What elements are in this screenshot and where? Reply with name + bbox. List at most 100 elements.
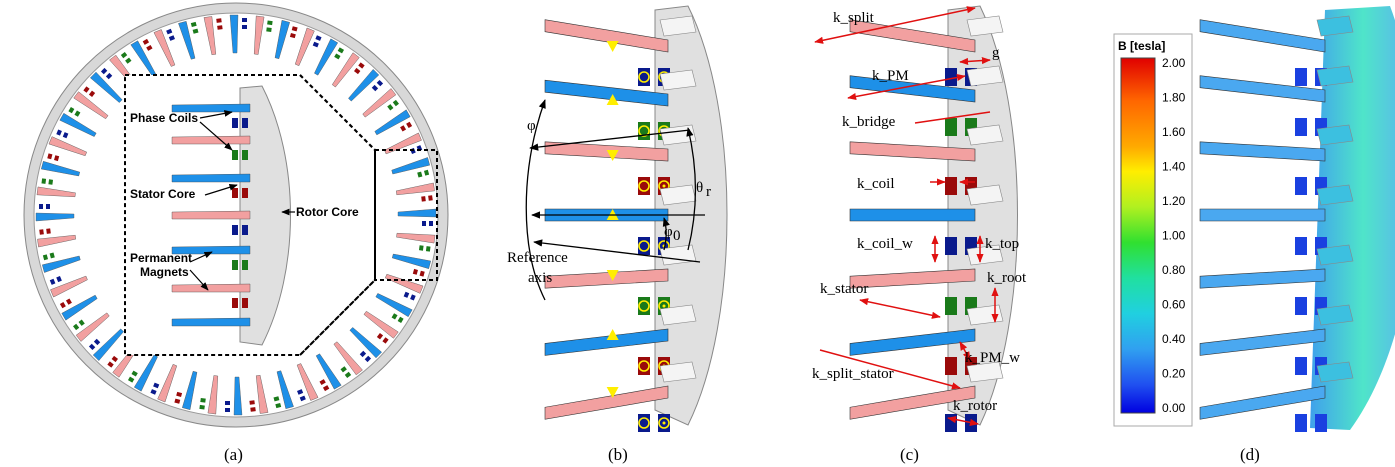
ring-slot <box>41 153 81 177</box>
ring-slot <box>150 364 178 403</box>
ring-coil <box>250 407 256 412</box>
ring-coil <box>150 389 157 395</box>
ring-coil <box>225 408 230 412</box>
zoom-source-box <box>374 149 438 281</box>
ring-coil <box>46 204 50 209</box>
ring-slot <box>273 370 294 409</box>
label-rotor-core: Rotor Core <box>296 205 359 219</box>
ring-magnet <box>36 186 76 198</box>
ring-coil <box>48 179 54 185</box>
ring-magnet <box>274 20 290 60</box>
ring-magnet <box>396 182 435 196</box>
ring-coil <box>192 28 199 34</box>
ring-coil <box>364 355 372 363</box>
ring-slot <box>363 310 399 344</box>
ring-slot <box>59 294 98 321</box>
ring-slot <box>348 69 384 102</box>
sector-b <box>544 15 697 432</box>
ring-coil <box>397 316 404 324</box>
ring-coil <box>315 35 322 41</box>
ring-coil <box>382 337 389 344</box>
sector-magnet <box>1199 141 1326 162</box>
ring-coil <box>406 121 413 129</box>
ring-coil <box>371 84 379 92</box>
ring-magnet <box>178 21 196 60</box>
ring-coil <box>100 67 108 75</box>
colorbar-gradient <box>1120 57 1156 414</box>
ring-magnet <box>229 14 239 54</box>
sector-coil <box>1315 414 1327 432</box>
sector-tooth <box>966 65 1004 87</box>
sector-magnet <box>544 385 669 420</box>
label-magnets: Magnets <box>140 265 189 279</box>
ring-coil <box>289 33 296 39</box>
label-permanent: Permanent <box>130 251 192 265</box>
ring-magnet <box>48 136 87 157</box>
ring-magnet <box>294 27 315 66</box>
coil-marker <box>638 180 650 192</box>
ring-magnet <box>374 109 411 136</box>
sector-magnet <box>849 328 976 356</box>
ring-slot <box>253 15 273 55</box>
sector-d <box>1199 15 1354 432</box>
ring-coil <box>105 72 113 80</box>
ring-magnet <box>153 29 176 67</box>
coil-marker <box>658 417 670 429</box>
zoom-coil <box>242 225 248 235</box>
direction-triangle <box>606 41 619 52</box>
sector-coil <box>945 68 957 86</box>
ring-coil <box>334 53 341 60</box>
ring-magnet <box>233 376 243 416</box>
label-reference: Reference <box>507 250 568 266</box>
ring-coil <box>107 361 114 368</box>
ring-coil <box>419 270 425 277</box>
ring-slot <box>391 253 431 277</box>
ring-slot <box>274 20 298 60</box>
ring-coil <box>299 395 306 402</box>
ring-slot <box>37 228 76 248</box>
ring-slot <box>199 375 219 415</box>
ring-coil <box>225 401 230 405</box>
ring-coil <box>46 228 51 234</box>
ring-magnet <box>42 255 81 273</box>
ring-magnet <box>203 16 217 55</box>
ring-coil <box>422 221 426 226</box>
ring-magnet <box>384 132 422 155</box>
ring-magnet <box>333 341 363 376</box>
sector-coil <box>945 297 957 315</box>
ring-coil <box>319 379 326 386</box>
sector-magnet <box>544 328 669 356</box>
coil-marker <box>638 417 650 429</box>
ring-coil <box>42 254 49 261</box>
colorbar-tick-label: 0.60 <box>1162 298 1186 312</box>
ring-coil <box>387 104 394 111</box>
ring-coil <box>88 90 96 98</box>
ring-coil <box>59 301 66 309</box>
ring-coil <box>421 196 426 202</box>
ring-magnet <box>182 370 198 410</box>
ring-magnet <box>348 69 380 102</box>
ring-slot <box>391 157 430 178</box>
sector-tooth <box>966 124 1004 146</box>
sector-magnet <box>1199 208 1326 222</box>
sector-tooth <box>966 244 1004 266</box>
ring-coil <box>125 57 132 64</box>
ring-coil <box>142 38 150 45</box>
sector-coil <box>1295 118 1307 136</box>
ring-slot <box>203 16 223 55</box>
ring-magnet <box>207 375 219 415</box>
ring-coil <box>93 338 101 346</box>
ring-coil <box>297 389 304 395</box>
sector-magnet <box>849 268 976 289</box>
label-phi: φ <box>527 118 536 134</box>
zoom-coil <box>242 188 248 198</box>
ring-coil <box>358 62 365 69</box>
sector-magnet <box>1199 19 1326 53</box>
label-k-root: k_root <box>987 270 1027 286</box>
sector-magnet <box>544 268 669 289</box>
ring-coil <box>340 366 347 373</box>
sector-tooth <box>659 69 697 91</box>
colorbar-ticks: 2.00 1.80 1.60 1.40 1.20 1.00 0.80 0.60 0.40 0.20… <box>1162 56 1186 415</box>
sector-coil <box>1295 68 1307 86</box>
